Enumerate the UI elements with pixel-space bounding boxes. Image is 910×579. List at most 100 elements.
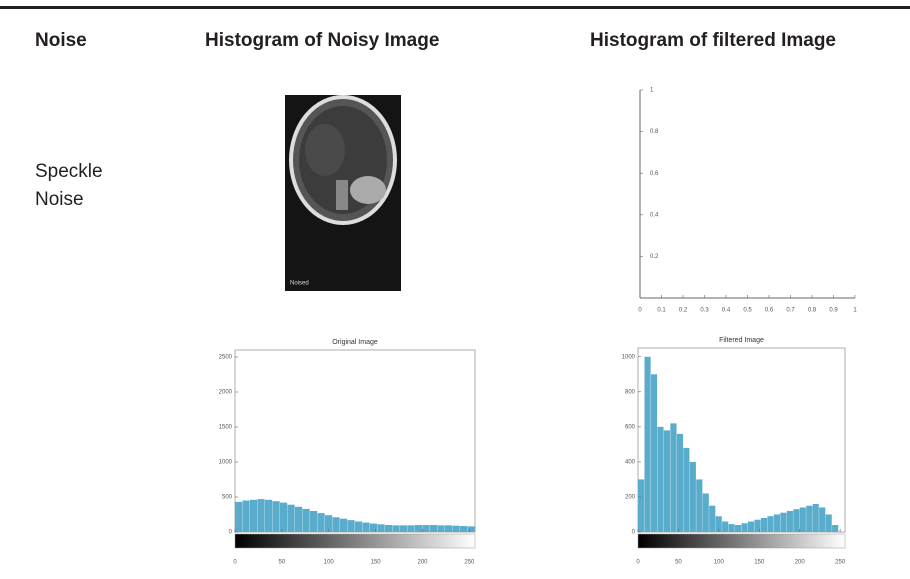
histogram-bar xyxy=(288,505,295,532)
x-tick-label: 250 xyxy=(464,560,475,566)
histogram-bar xyxy=(303,509,310,532)
histogram-bar xyxy=(235,502,242,532)
histogram-bar xyxy=(793,509,799,532)
y-tick-label: 0 xyxy=(229,530,233,536)
histogram-bar xyxy=(408,525,415,532)
histogram-bar xyxy=(273,501,280,532)
histogram-bar xyxy=(742,523,748,532)
histogram-bar xyxy=(340,519,347,532)
x-tick-label: 150 xyxy=(754,560,765,566)
histogram-bar xyxy=(644,357,650,532)
y-tick-label: 0.2 xyxy=(650,254,659,260)
histogram-bar xyxy=(787,511,793,532)
x-tick-label: 100 xyxy=(714,560,725,566)
y-tick-label: 400 xyxy=(625,459,636,465)
page: Noise Histogram of Noisy Image Histogram… xyxy=(0,0,910,579)
histogram-bar xyxy=(774,514,780,532)
histogram-bar xyxy=(657,427,663,532)
histogram-bar xyxy=(780,513,786,532)
colorbar xyxy=(235,534,475,548)
histogram-bar xyxy=(295,507,302,532)
x-tick-label: 150 xyxy=(371,560,382,566)
image-caption: Noised xyxy=(290,281,309,287)
histogram-bar xyxy=(460,526,467,532)
histogram-bar xyxy=(819,507,825,532)
y-tick-label: 0.6 xyxy=(650,171,659,177)
histogram-bar xyxy=(393,525,400,532)
x-tick-label: 0.7 xyxy=(786,308,795,314)
histogram-bar xyxy=(453,526,460,532)
histogram-bar xyxy=(415,525,422,532)
histogram-bar xyxy=(333,517,340,532)
y-tick-label: 2500 xyxy=(219,355,233,361)
x-tick-label: 250 xyxy=(835,560,846,566)
histogram-bar xyxy=(348,520,355,532)
plot-title: Original Image xyxy=(332,339,378,346)
histogram-bar xyxy=(445,525,452,532)
y-tick-label: 0.4 xyxy=(650,212,659,218)
histogram-bar xyxy=(638,479,644,532)
histogram-bar xyxy=(468,526,475,532)
x-tick-label: 0.5 xyxy=(743,308,752,314)
figures: Noised 00.10.20.30.40.50.60.70.80.910.20… xyxy=(0,0,910,579)
axes-box xyxy=(640,90,855,298)
histogram-bar xyxy=(677,434,683,532)
histogram-bar xyxy=(265,500,272,532)
colorbar xyxy=(638,534,845,548)
histogram-bar xyxy=(280,503,287,532)
x-tick-label: 50 xyxy=(279,560,286,566)
y-tick-label: 2000 xyxy=(219,390,233,396)
x-tick-label: 0.6 xyxy=(765,308,774,314)
histogram-bar xyxy=(430,525,437,532)
histogram-bar xyxy=(683,448,689,532)
histogram-bar xyxy=(703,493,709,532)
histogram-bar xyxy=(670,423,676,532)
histogram-bar xyxy=(664,430,670,532)
histogram-bar xyxy=(754,520,760,532)
histogram-bar xyxy=(748,521,754,532)
histogram-bar xyxy=(709,506,715,532)
x-tick-label: 0 xyxy=(638,308,642,314)
x-tick-label: 0.3 xyxy=(700,308,709,314)
y-tick-label: 200 xyxy=(625,495,636,501)
x-tick-label: 1 xyxy=(853,308,857,314)
histogram-bar xyxy=(310,511,317,532)
y-tick-label: 500 xyxy=(222,495,233,501)
histogram-bar xyxy=(250,500,257,532)
histogram-bar xyxy=(696,479,702,532)
x-tick-label: 0.8 xyxy=(808,308,817,314)
histogram-bar xyxy=(735,525,741,532)
histogram-bar xyxy=(423,525,430,532)
histogram-bar xyxy=(729,524,735,532)
histogram-bar xyxy=(400,525,407,532)
histogram-bar xyxy=(258,499,265,532)
histogram-bar xyxy=(761,518,767,532)
x-tick-label: 100 xyxy=(324,560,335,566)
histogram-bar xyxy=(722,521,728,532)
histogram-bar xyxy=(651,374,657,532)
y-tick-label: 600 xyxy=(625,424,636,430)
histogram-bar xyxy=(355,522,362,533)
x-tick-label: 50 xyxy=(675,560,682,566)
x-tick-label: 200 xyxy=(417,560,428,566)
y-tick-label: 0.8 xyxy=(650,129,659,135)
histogram-bar xyxy=(832,525,838,532)
histogram-bar xyxy=(318,513,325,532)
y-tick-label: 1000 xyxy=(622,354,636,360)
x-tick-label: 0 xyxy=(636,560,640,566)
histogram-bar xyxy=(800,507,806,532)
x-tick-label: 0.2 xyxy=(679,308,688,314)
histogram-bar xyxy=(813,504,819,532)
x-tick-label: 200 xyxy=(795,560,806,566)
x-tick-label: 0.9 xyxy=(829,308,838,314)
histogram-bar xyxy=(363,523,370,532)
histogram-bar xyxy=(370,524,377,532)
histogram-bar xyxy=(826,514,832,532)
y-tick-label: 1000 xyxy=(219,460,233,466)
histogram-bar xyxy=(438,525,445,532)
y-tick-label: 0 xyxy=(632,530,636,536)
histogram-bar xyxy=(378,524,385,532)
noisy-image: Noised xyxy=(285,95,401,291)
histogram-bar xyxy=(690,462,696,532)
y-tick-label: 1500 xyxy=(219,425,233,431)
